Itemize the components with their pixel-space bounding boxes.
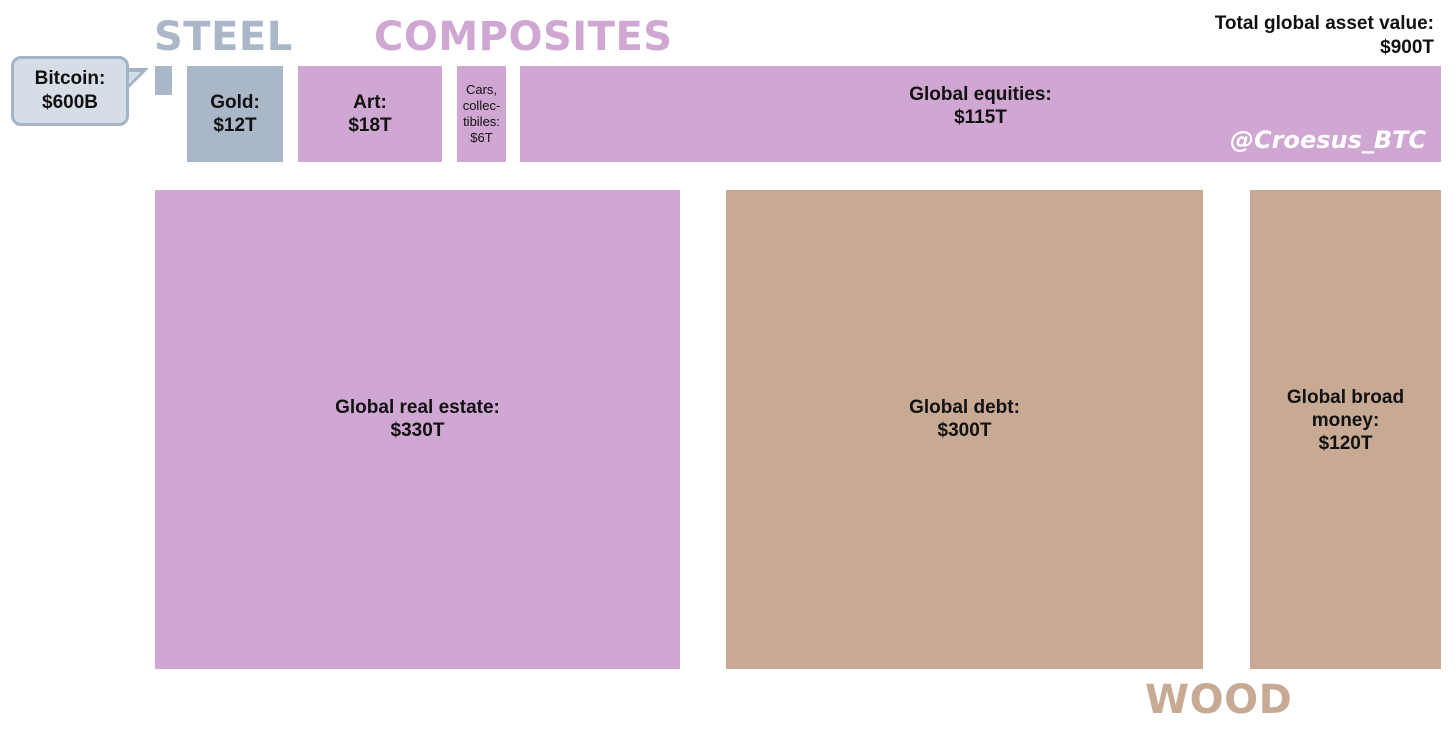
total-label: Total global asset value: <box>1214 13 1434 34</box>
tile-global-equities-value: $115T <box>954 107 1007 128</box>
bitcoin-callout-value: $600B <box>42 92 98 113</box>
tile-global-broad-money-text: Global broad money: $120T <box>1287 386 1404 455</box>
tile-gold-text: Gold: $12T <box>210 91 260 137</box>
tile-art-label: Art: <box>353 92 387 113</box>
tile-global-debt: Global debt: $300T <box>726 190 1203 669</box>
tile-global-broad-money-value: $120T <box>1318 433 1373 454</box>
tile-global-real-estate: Global real estate: $330T <box>155 190 680 669</box>
tile-global-real-estate-value: $330T <box>390 419 445 441</box>
tile-cars-collectibles-label: Cars, collec- tibiles: <box>462 82 501 129</box>
tile-gold-value: $12T <box>213 115 257 136</box>
tile-art-value: $18T <box>348 115 392 136</box>
bitcoin-callout-label: Bitcoin: <box>34 68 106 89</box>
tile-global-real-estate-label: Global real estate: <box>335 396 500 418</box>
tile-global-broad-money: Global broad money: $120T <box>1250 190 1441 669</box>
tile-global-broad-money-label: Global broad money: <box>1286 387 1405 431</box>
tile-cars-collectibles-value: $6T <box>470 130 493 145</box>
tile-cars-collectibles-text: Cars, collec- tibiles: $6T <box>463 82 501 146</box>
watermark-handle: @Croesus_BTC <box>1230 126 1427 154</box>
bitcoin-callout: Bitcoin: $600B <box>11 56 129 126</box>
tile-bitcoin <box>155 66 172 95</box>
tile-art: Art: $18T <box>298 66 442 162</box>
callout-pointer-fill <box>125 72 141 88</box>
tile-global-equities-text: Global equities: $115T <box>909 83 1052 129</box>
steel-group-title: STEEL <box>154 14 293 60</box>
total-asset-value: Total global asset value: $900T <box>1215 12 1434 60</box>
tile-global-equities-label: Global equities: <box>909 84 1052 105</box>
tile-global-debt-value: $300T <box>937 419 992 441</box>
tile-global-debt-text: Global debt: $300T <box>909 396 1020 442</box>
composites-group-title: COMPOSITES <box>374 14 673 60</box>
total-value: $900T <box>1380 37 1434 58</box>
tile-global-debt-label: Global debt: <box>909 396 1020 418</box>
tile-cars-collectibles: Cars, collec- tibiles: $6T <box>457 66 506 162</box>
tile-art-text: Art: $18T <box>348 91 391 137</box>
wood-group-title: WOOD <box>1145 677 1293 723</box>
tile-global-real-estate-text: Global real estate: $330T <box>335 396 500 442</box>
tile-gold: Gold: $12T <box>187 66 283 162</box>
tile-gold-label: Gold: <box>210 92 260 113</box>
tile-global-equities: Global equities: $115T <box>520 66 1441 162</box>
